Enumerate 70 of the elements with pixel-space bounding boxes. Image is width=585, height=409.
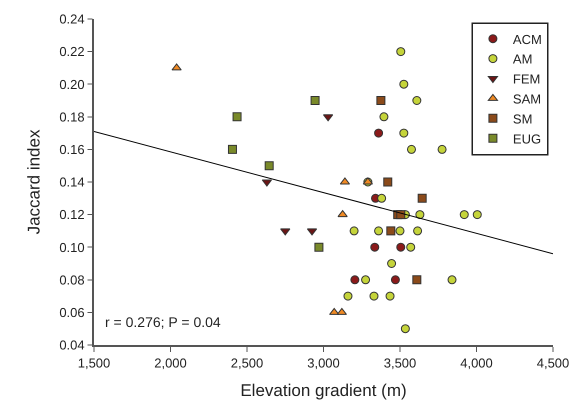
point [369,292,378,301]
point [338,210,348,218]
point [412,275,422,284]
legend-label: ACM [512,32,542,47]
y-tick-label: 0.14 [59,174,85,190]
y-tick-label: 0.06 [59,304,85,320]
point [314,242,324,252]
x-axis-title: Elevation gradient (m) [240,381,407,400]
annotation: r = 0.276; P = 0.04 [105,314,221,330]
x-tick-label: 3,500 [384,355,416,370]
legend-label: EUG [512,131,542,146]
x-tick-label: 4,000 [460,355,493,370]
point [350,226,359,236]
point [386,292,395,301]
point [472,210,482,220]
point [374,226,384,236]
point [399,128,408,138]
point [390,275,400,284]
y-tick-label: 0.16 [59,142,85,157]
point [383,178,392,186]
point [228,144,237,154]
point [343,292,352,301]
legend-label: FEM [512,72,540,87]
y-tick-label: 0.10 [59,240,85,255]
point [350,275,360,284]
point [379,112,388,122]
y-tick-label: 0.22 [59,44,85,60]
y-tick-label: 0.24 [59,12,85,27]
point [310,96,320,105]
point [374,128,384,138]
point [412,96,422,105]
point [406,242,416,252]
x-tick-label: 2,500 [230,355,264,370]
y-axis-title: Jaccard index [24,129,44,234]
point [264,161,274,170]
legend-label: SM [512,111,532,126]
point [336,308,347,315]
point [400,324,410,334]
point [418,194,427,203]
point [438,144,447,154]
point [413,226,422,236]
point [406,144,416,154]
point [460,210,469,220]
y-tick-label: 0.04 [59,338,85,353]
point [387,259,396,268]
point [172,63,182,70]
point [376,96,386,105]
x-tick-label: 4,500 [536,355,570,370]
x-tick-label: 1,500 [78,355,110,370]
y-tick-label: 0.12 [59,207,85,222]
point [448,275,457,284]
point [361,275,370,284]
point [232,112,242,122]
x-tick-label: 3,000 [307,355,340,370]
point [329,308,340,315]
point [386,226,396,236]
x-tick-label: 2,000 [154,355,187,370]
point [396,242,406,252]
point [280,228,290,236]
point [399,80,408,89]
point [370,242,380,252]
y-tick-label: 0.20 [59,76,85,92]
y-tick-label: 0.18 [59,109,85,124]
legend-label: AM [512,52,532,67]
point [415,210,424,220]
point [396,226,404,236]
point [396,47,406,56]
point [377,194,386,203]
y-tick-label: 0.08 [59,272,85,288]
legend-label: SAM [512,91,542,106]
